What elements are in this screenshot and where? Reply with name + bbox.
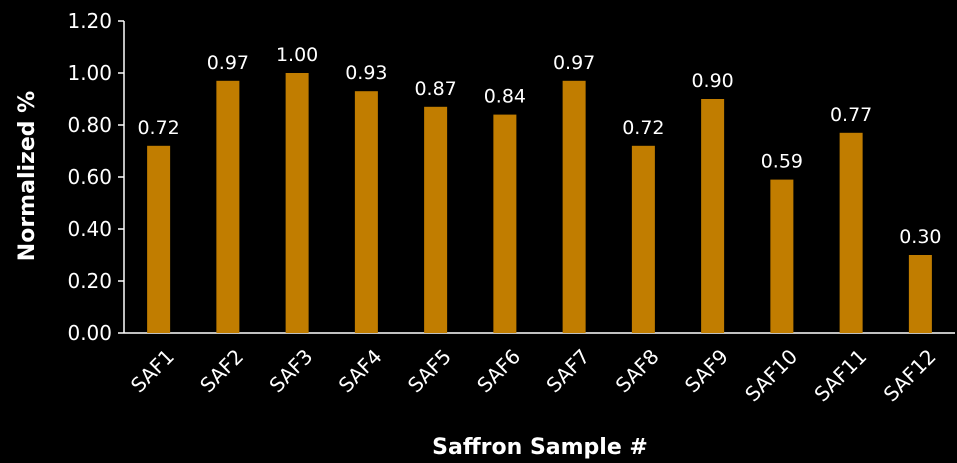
y-tick-label: 1.00 xyxy=(67,61,112,85)
y-tick-label: 0.40 xyxy=(67,217,112,241)
x-tick-label: SAF9 xyxy=(680,344,733,397)
bar-saf4 xyxy=(354,91,378,333)
data-label: 0.59 xyxy=(761,151,803,173)
bar-saf12 xyxy=(908,255,932,333)
bar-saf11 xyxy=(839,132,863,333)
y-tick-label: 0.00 xyxy=(67,321,112,345)
data-label: 1.00 xyxy=(276,44,318,66)
x-tick-label: SAF2 xyxy=(195,344,248,397)
y-tick-label: 0.80 xyxy=(67,113,112,137)
y-axis: 0.00 0.20 0.40 0.60 0.80 1.00 1.20 xyxy=(67,9,125,345)
bar-saf7 xyxy=(562,80,586,333)
data-label: 0.97 xyxy=(207,52,249,74)
data-label: 0.30 xyxy=(899,226,941,248)
x-tick-label: SAF6 xyxy=(472,344,525,397)
x-tick-label: SAF4 xyxy=(334,344,387,397)
y-tick-label: 1.20 xyxy=(67,9,112,33)
x-tick-label: SAF5 xyxy=(403,344,456,397)
x-tick-label: SAF11 xyxy=(809,344,871,406)
x-tick-label: SAF10 xyxy=(740,344,802,406)
data-label: 0.93 xyxy=(345,62,387,84)
x-tick-label: SAF12 xyxy=(879,344,941,406)
bar-saf5 xyxy=(424,106,448,333)
bar-saf9 xyxy=(701,99,725,333)
y-tick-label: 0.20 xyxy=(67,269,112,293)
x-tick-label: SAF8 xyxy=(611,344,664,397)
data-label: 0.87 xyxy=(414,78,456,100)
data-label: 0.90 xyxy=(691,70,733,92)
x-tick-label: SAF1 xyxy=(126,344,179,397)
bar-saf10 xyxy=(770,179,794,333)
bar-saf8 xyxy=(631,145,655,333)
x-axis-title: Saffron Sample # xyxy=(432,435,648,460)
bar-saf2 xyxy=(216,80,240,333)
data-label: 0.77 xyxy=(830,104,872,126)
bars xyxy=(147,73,932,333)
x-tick-label: SAF7 xyxy=(541,344,594,397)
data-label: 0.72 xyxy=(137,117,179,139)
x-tick-label: SAF3 xyxy=(264,344,317,397)
bar-saf3 xyxy=(285,73,309,333)
data-label: 0.84 xyxy=(484,86,526,108)
data-label: 0.72 xyxy=(622,117,664,139)
y-axis-title: Normalized % xyxy=(15,91,40,261)
bar-saf1 xyxy=(147,145,171,333)
data-label: 0.97 xyxy=(553,52,595,74)
data-labels: 0.72 0.97 1.00 0.93 0.87 0.84 0.97 0.72 0.90 0.59… xyxy=(137,44,941,248)
x-axis: SAF1 SAF2 SAF3 SAF4 SAF5 SAF6 SAF7 SAF8 SAF9 SAF1… xyxy=(124,332,955,406)
y-tick-label: 0.60 xyxy=(67,165,112,189)
bar-saf6 xyxy=(493,114,517,333)
